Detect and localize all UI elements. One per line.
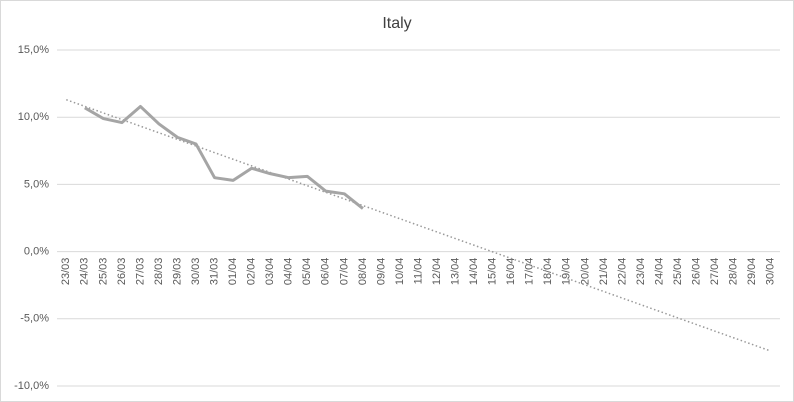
chart-title: Italy xyxy=(382,15,411,32)
x-tick-label: 09/04 xyxy=(375,258,387,286)
y-tick-label: 5,0% xyxy=(24,178,49,190)
x-tick-label: 11/04 xyxy=(412,258,424,285)
y-tick-label: 0,0% xyxy=(24,246,49,258)
x-tick-label: 16/04 xyxy=(505,258,517,286)
y-tick-label: -10,0% xyxy=(14,380,49,392)
x-tick-label: 29/04 xyxy=(746,258,758,286)
x-tick-label: 23/03 xyxy=(60,258,72,286)
x-tick-label: 23/04 xyxy=(635,258,647,286)
y-tick-label: -5,0% xyxy=(20,313,49,325)
x-tick-label: 04/04 xyxy=(283,258,295,286)
x-tick-label: 15/04 xyxy=(487,258,499,286)
x-tick-label: 27/03 xyxy=(134,258,146,286)
x-tick-label: 03/04 xyxy=(264,258,276,286)
x-tick-label: 28/04 xyxy=(728,258,740,286)
x-tick-label: 05/04 xyxy=(301,258,313,286)
x-tick-label: 20/04 xyxy=(579,258,591,286)
x-tick-label: 22/04 xyxy=(616,258,628,286)
x-tick-label: 26/03 xyxy=(116,258,128,286)
data-line xyxy=(84,104,364,210)
x-tick-label: 06/04 xyxy=(320,258,332,286)
x-tick-label: 12/04 xyxy=(431,258,443,286)
x-tick-label: 30/03 xyxy=(190,258,202,286)
x-tick-label: 13/04 xyxy=(449,258,461,286)
y-tick-label: 10,0% xyxy=(18,111,49,123)
trendline xyxy=(66,99,771,352)
x-tick-label: 10/04 xyxy=(394,258,406,286)
x-tick-label: 08/04 xyxy=(357,258,369,286)
x-tick-label: 25/03 xyxy=(97,258,109,286)
x-tick-label: 29/03 xyxy=(171,258,183,286)
x-tick-label: 24/04 xyxy=(653,258,665,286)
x-tick-label: 18/04 xyxy=(542,258,554,286)
x-tick-label: 27/04 xyxy=(709,258,721,286)
y-tick-label: 15,0% xyxy=(18,44,49,56)
x-tick-label: 25/04 xyxy=(672,258,684,286)
x-tick-label: 28/03 xyxy=(153,258,165,286)
x-tick-label: 19/04 xyxy=(561,258,573,286)
x-tick-label: 17/04 xyxy=(524,258,536,286)
x-tick-label: 02/04 xyxy=(246,258,258,286)
x-tick-label: 14/04 xyxy=(468,258,480,286)
x-tick-label: 01/04 xyxy=(227,258,239,286)
x-tick-label: 07/04 xyxy=(338,258,350,286)
x-tick-label: 21/04 xyxy=(598,258,610,286)
x-tick-label: 30/04 xyxy=(765,258,777,286)
x-tick-label: 24/03 xyxy=(79,258,91,286)
x-tick-label: 26/04 xyxy=(690,258,702,286)
x-tick-label: 31/03 xyxy=(208,258,220,286)
